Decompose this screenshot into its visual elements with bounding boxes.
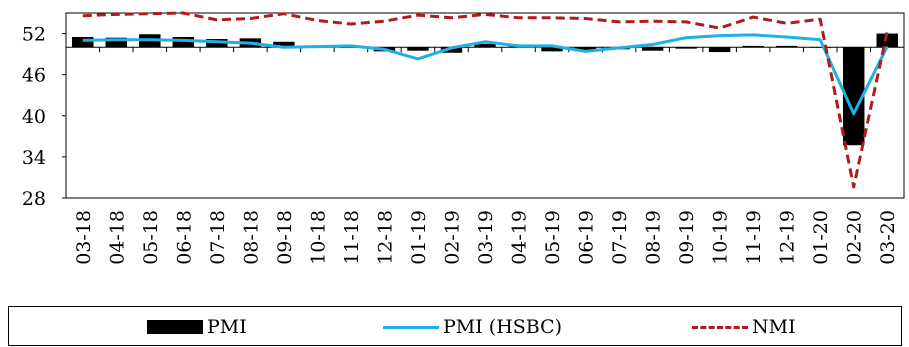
bar-pmi-09-18: [273, 41, 295, 48]
x-tick-label-05-18: 05-18: [140, 210, 162, 265]
bar-pmi-10-19: [708, 47, 731, 53]
legend-swatch-pmi: [147, 320, 203, 334]
y-tick-label-34: 34: [22, 147, 46, 169]
legend-item-nmi: NMI: [692, 316, 796, 338]
bar-pmi-11-19: [742, 45, 764, 48]
legend-item-pmi: PMI: [147, 316, 247, 338]
bar-pmi-12-19: [775, 45, 798, 48]
x-tick-label-11-19: 11-19: [743, 210, 765, 265]
y-tick-label-52: 52: [22, 24, 46, 46]
x-tick-label-06-19: 06-19: [576, 210, 598, 265]
chart-legend: PMI PMI (HSBC) NMI: [8, 306, 902, 346]
x-tick-label-03-18: 03-18: [73, 210, 95, 265]
x-tick-label-03-20: 03-20: [877, 210, 899, 265]
x-tick-label-02-19: 02-19: [441, 210, 463, 265]
legend-label-pmi-hsbc: PMI (HSBC): [443, 316, 563, 338]
legend-swatch-pmi-hsbc: [383, 325, 439, 329]
x-tick-label-11-18: 11-18: [341, 210, 363, 265]
chart-axes: [62, 12, 905, 199]
line-pmi-hsbc: [82, 33, 889, 116]
pmi-bars: [72, 33, 898, 146]
x-tick-label-03-19: 03-19: [475, 210, 497, 265]
line-nmi: [82, 11, 889, 189]
bar-pmi-03-19: [474, 43, 496, 48]
x-tick-label-09-18: 09-18: [274, 210, 296, 265]
bar-pmi-08-19: [641, 47, 664, 51]
legend-label-pmi: PMI: [207, 316, 247, 338]
bar-pmi-01-19: [407, 47, 429, 51]
x-tick-label-05-19: 05-19: [542, 210, 564, 265]
x-tick-label-02-20: 02-20: [844, 210, 866, 265]
x-tick-label-12-19: 12-19: [777, 210, 799, 265]
x-tick-label-06-18: 06-18: [173, 210, 195, 265]
chart-canvas: 28 34 40 46 52 03-18 04-18 05-18 06-18 07-18 08-1…: [22, 11, 905, 265]
plot-frame: [65, 12, 905, 199]
x-tick-label-09-19: 09-19: [676, 210, 698, 265]
bar-pmi-06-19: [574, 47, 597, 52]
chart-lines: [82, 11, 889, 189]
legend-item-pmi-hsbc: PMI (HSBC): [383, 316, 562, 338]
bar-pmi-05-19: [541, 47, 563, 52]
bar-pmi-03-20: [876, 33, 898, 48]
bar-pmi-04-18: [105, 37, 128, 48]
legend-label-nmi: NMI: [752, 316, 796, 338]
x-tick-label-04-18: 04-18: [106, 210, 128, 265]
bar-pmi-03-18: [72, 36, 94, 48]
bar-pmi-02-20: [842, 47, 865, 146]
y-tick-label-46: 46: [22, 65, 46, 87]
y-axis-tick-labels: 28 34 40 46 52: [22, 24, 46, 210]
x-tick-label-07-19: 07-19: [609, 210, 631, 265]
x-tick-label-01-19: 01-19: [408, 210, 430, 265]
x-tick-label-10-18: 10-18: [307, 210, 329, 265]
bar-pmi-06-18: [172, 36, 195, 48]
x-tick-label-10-19: 10-19: [710, 210, 732, 265]
x-tick-label-12-18: 12-18: [374, 210, 396, 265]
y-tick-label-28: 28: [22, 188, 46, 210]
bar-pmi-09-19: [675, 47, 697, 49]
bar-pmi-02-19: [440, 47, 463, 53]
x-tick-label-04-19: 04-19: [509, 210, 531, 265]
x-tick-label-01-20: 01-20: [810, 210, 832, 265]
x-tick-label-08-18: 08-18: [240, 210, 262, 265]
y-tick-label-40: 40: [22, 106, 46, 128]
x-tick-label-08-19: 08-19: [643, 210, 665, 265]
x-tick-label-07-18: 07-18: [207, 210, 229, 265]
x-axis-tick-labels: 03-18 04-18 05-18 06-18 07-18 08-18 09-18 10-18…: [73, 210, 899, 265]
legend-swatch-nmi: [692, 325, 748, 329]
